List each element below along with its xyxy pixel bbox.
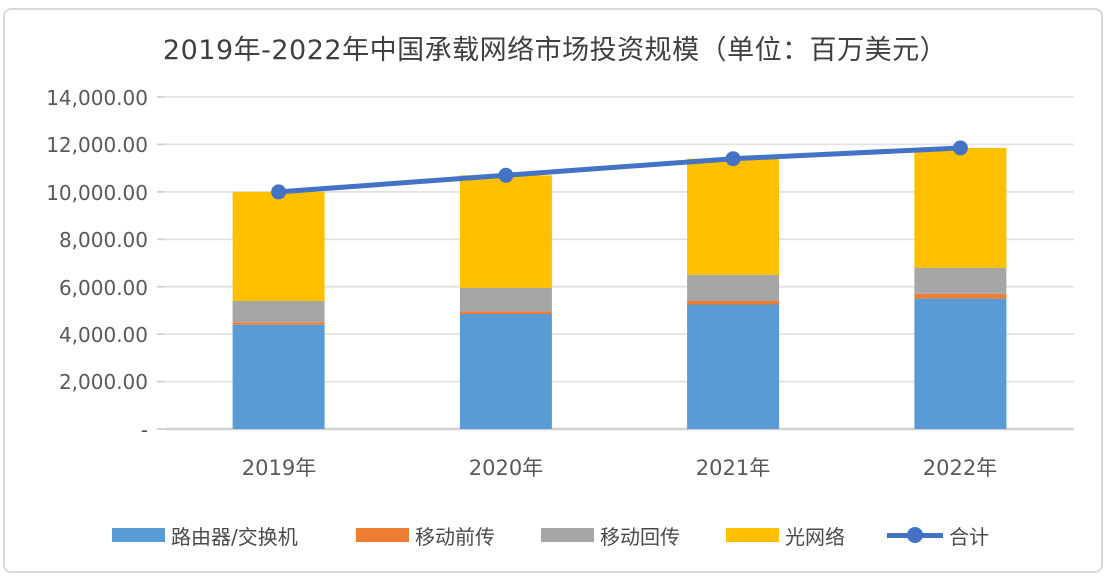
legend-swatch-icon [541, 528, 594, 542]
bar-segment[interactable] [459, 311, 552, 314]
legend-label: 光网络 [785, 524, 845, 549]
legend-label: 路由器/交换机 [171, 524, 298, 549]
y-axis-label: 2,000.00 [58, 370, 148, 394]
y-axis-label: 8,000.00 [58, 228, 148, 252]
plot-area [157, 96, 1074, 431]
total-line-marker[interactable] [725, 151, 741, 167]
bar-segment[interactable] [232, 324, 325, 429]
y-axis-label: 4,000.00 [58, 323, 148, 347]
bar-segment[interactable] [687, 274, 780, 301]
legend-item[interactable]: 移动回传 [541, 518, 680, 552]
legend-label: 移动回传 [600, 524, 680, 549]
bar-segment[interactable] [914, 148, 1007, 268]
chart-title: 2019年-2022年中国承载网络市场投资规模（单位：百万美元） [162, 35, 948, 66]
legend-item[interactable]: 路由器/交换机 [112, 518, 298, 552]
bar-segment[interactable] [232, 322, 325, 325]
y-axis-label: 10,000.00 [46, 181, 148, 205]
legend-swatch-icon [726, 528, 779, 542]
legend-item[interactable]: 光网络 [726, 518, 845, 552]
line-marker-icon [887, 527, 943, 543]
legend-item[interactable]: 合计 [887, 518, 989, 552]
legend-swatch-icon [356, 528, 409, 542]
x-axis-label: 2019年 [241, 456, 317, 480]
total-line-marker[interactable] [952, 140, 968, 156]
legend-swatch-icon [112, 528, 165, 542]
bar-segment[interactable] [687, 300, 780, 305]
y-axis-label: 6,000.00 [58, 276, 148, 300]
bar-segment[interactable] [232, 191, 325, 301]
bar-segment[interactable] [687, 158, 780, 275]
total-line-marker[interactable] [271, 184, 287, 200]
bar-segment[interactable] [459, 314, 552, 429]
legend-label: 合计 [949, 524, 989, 549]
x-axis-label: 2020年 [468, 456, 544, 480]
x-axis-label: 2022年 [922, 456, 998, 480]
bar-segment[interactable] [914, 293, 1007, 299]
bar-segment[interactable] [914, 267, 1007, 294]
bar-segment[interactable] [459, 175, 552, 288]
total-line[interactable] [278, 145, 961, 195]
chart-legend: 路由器/交换机 移动前传 移动回传 光网络 合计 [0, 518, 1110, 552]
x-axis-label: 2021年 [695, 456, 771, 480]
bar-segment[interactable] [914, 298, 1007, 429]
total-line-marker[interactable] [498, 167, 514, 183]
bar-segment[interactable] [687, 304, 780, 430]
bar-segment[interactable] [232, 300, 325, 323]
legend-label: 移动前传 [415, 524, 495, 549]
bar-segment[interactable] [459, 287, 552, 312]
y-axis-label: 12,000.00 [46, 133, 148, 157]
legend-item[interactable]: 移动前传 [356, 518, 495, 552]
y-axis-label-zero: - [140, 418, 148, 442]
y-axis-label: 14,000.00 [46, 86, 148, 110]
